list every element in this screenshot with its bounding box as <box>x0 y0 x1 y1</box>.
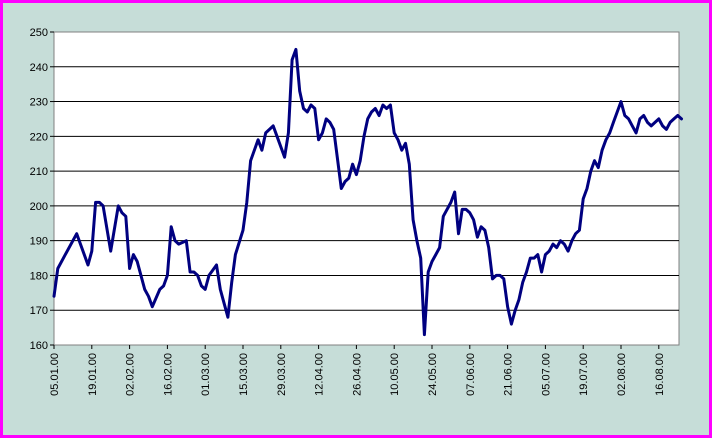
y-tick-label: 220 <box>30 131 48 143</box>
x-tick-label: 26.04.00 <box>351 353 363 396</box>
x-tick-label: 12.04.00 <box>314 353 326 396</box>
y-tick-label: 170 <box>30 305 48 317</box>
gridlines <box>54 66 679 311</box>
y-tick-label: 250 <box>30 27 48 39</box>
x-tick-label: 21.06.00 <box>503 353 515 396</box>
x-tick-label: 07.06.00 <box>465 353 477 396</box>
x-tick-label: 05.01.00 <box>49 353 61 396</box>
x-tick-label: 24.05.00 <box>427 353 439 396</box>
x-tick-label: 15.03.00 <box>238 353 250 396</box>
x-tick-label: 01.03.00 <box>200 353 212 396</box>
x-tick-label: 29.03.00 <box>276 353 288 396</box>
y-tick-label: 190 <box>30 236 48 248</box>
y-tick-label: 200 <box>30 201 48 213</box>
y-tick-label: 230 <box>30 97 48 109</box>
x-tick-label: 19.07.00 <box>578 353 590 396</box>
y-tick-label: 240 <box>30 62 48 74</box>
x-axis: 05.01.00 19.01.00 02.02.00 16.02.00 01.03.00… <box>49 345 666 396</box>
y-tick-label: 160 <box>30 340 48 352</box>
x-tick-label: 10.05.00 <box>389 353 401 396</box>
y-tick-label: 210 <box>30 166 48 178</box>
x-tick-label: 16.02.00 <box>162 353 174 396</box>
x-tick-label: 02.02.00 <box>125 353 137 396</box>
x-tick-label: 19.01.00 <box>87 353 99 396</box>
x-tick-label: 16.08.00 <box>654 353 666 396</box>
x-tick-label: 05.07.00 <box>540 353 552 396</box>
x-tick-label: 02.08.00 <box>616 353 628 396</box>
y-axis: 160 170 180 190 200 210 220 230 240 250 <box>30 27 54 352</box>
series-line <box>52 47 683 337</box>
y-tick-label: 180 <box>30 270 48 282</box>
